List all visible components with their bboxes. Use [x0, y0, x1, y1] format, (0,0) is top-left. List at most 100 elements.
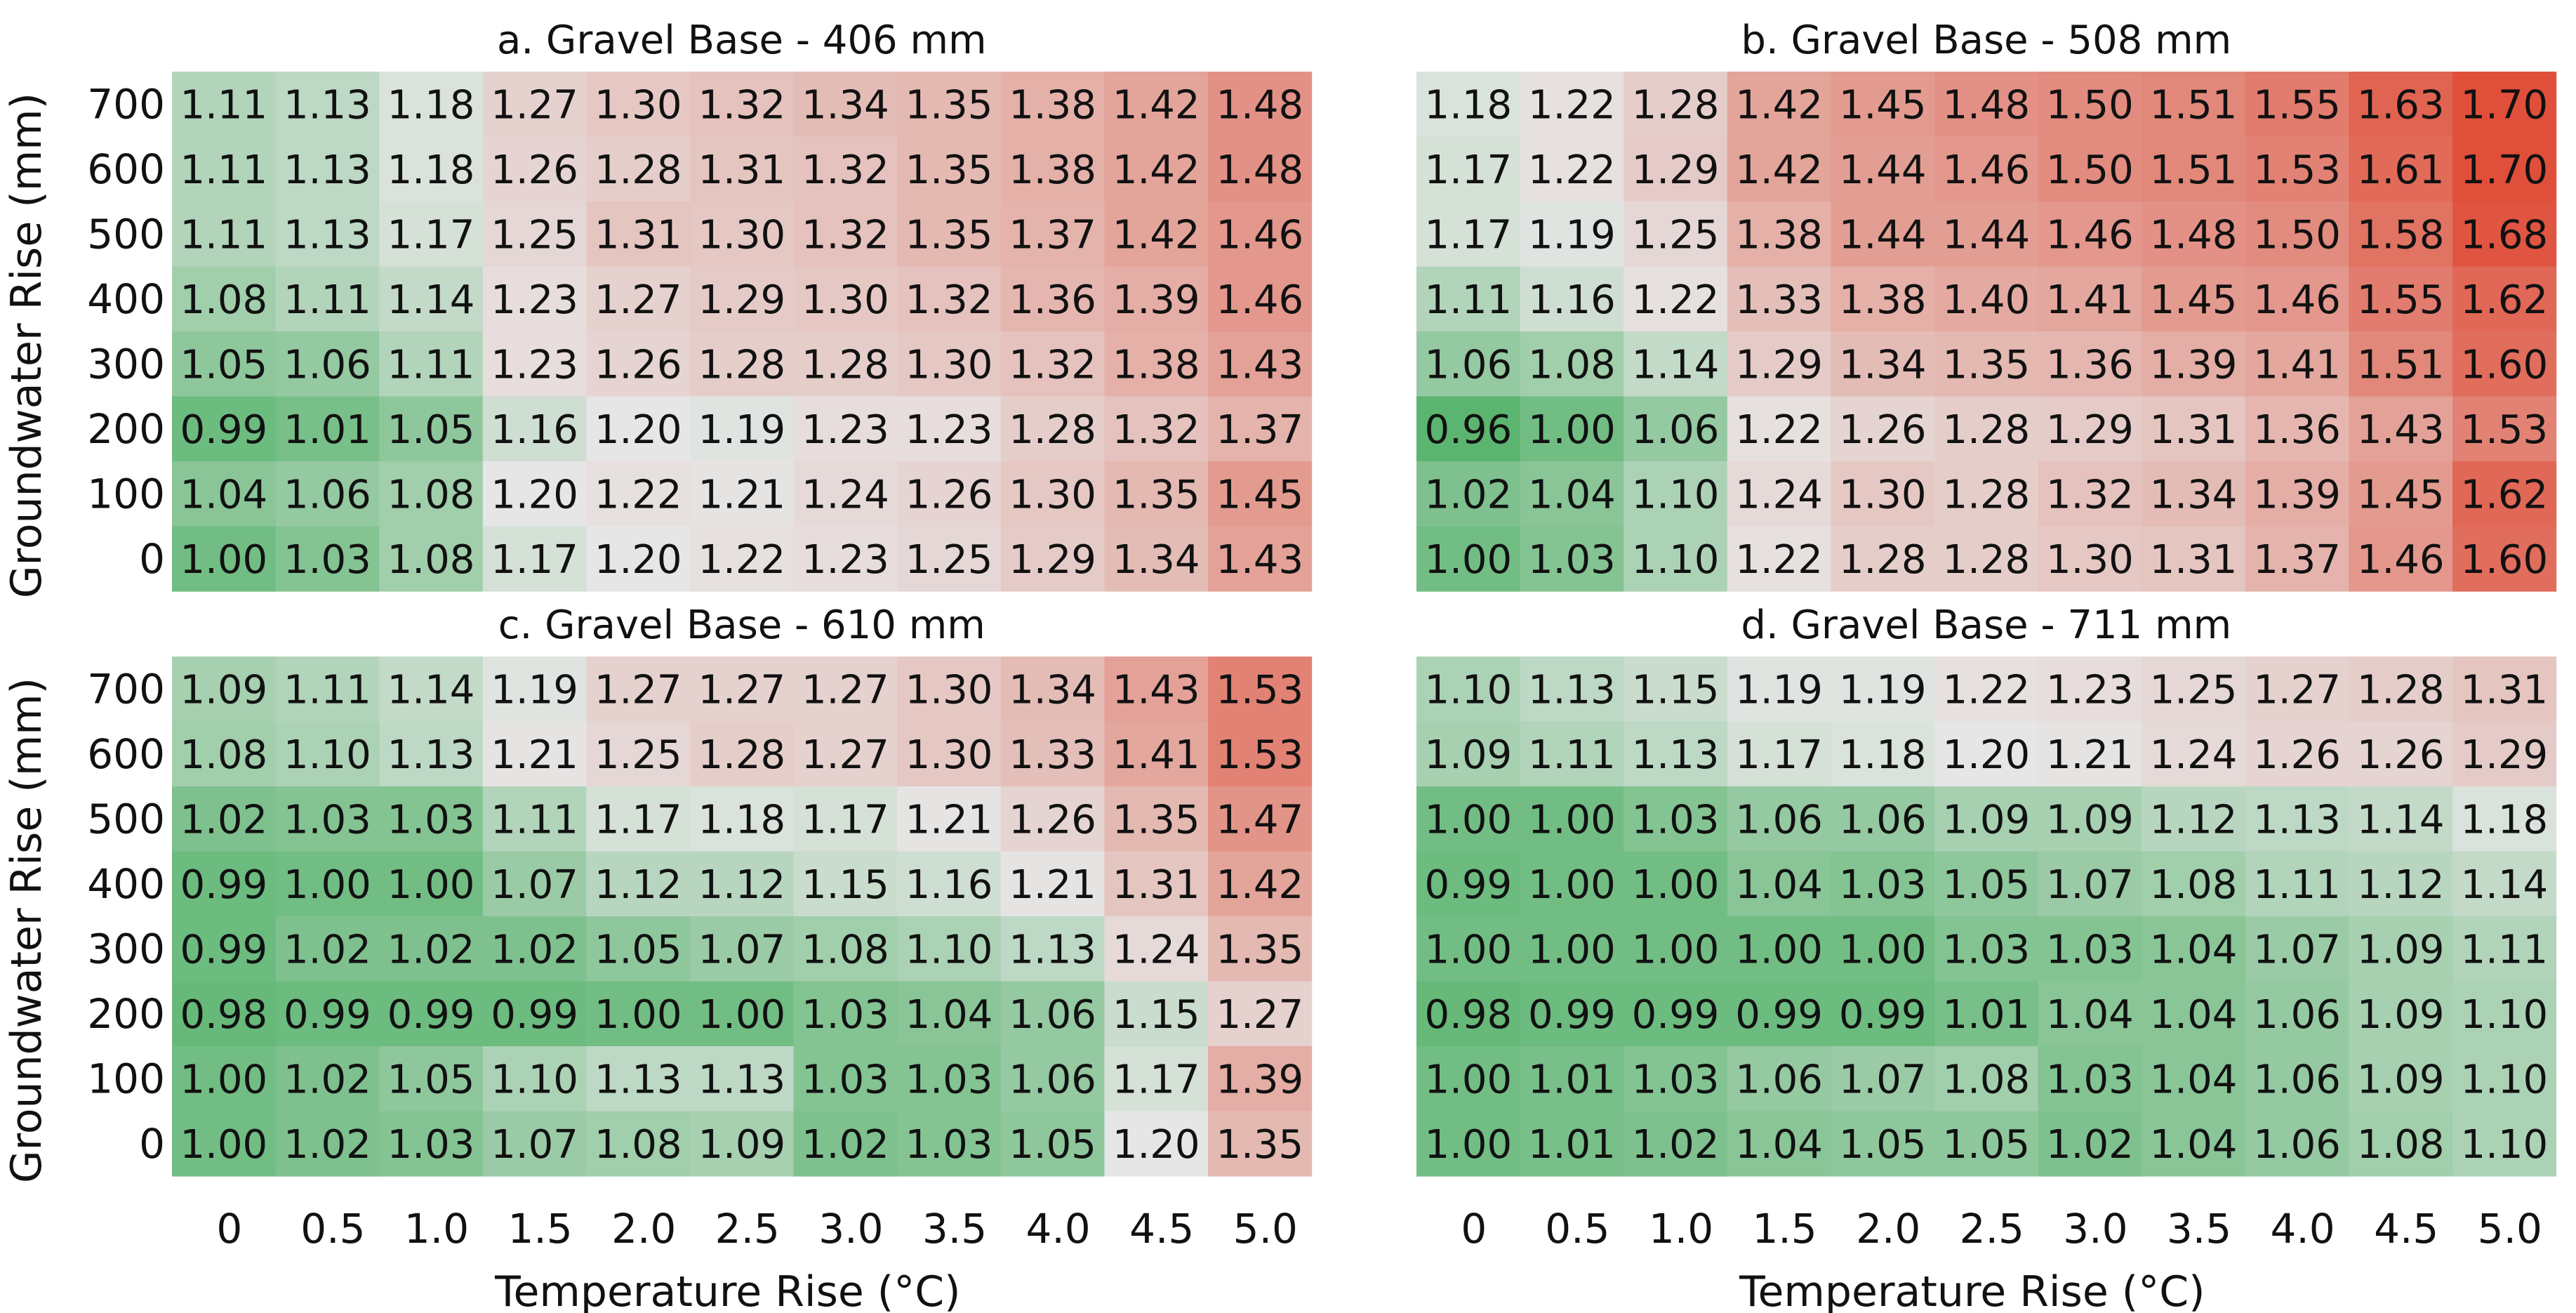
x-tick-label: 0 — [1461, 1205, 1487, 1253]
heatmap-cell — [586, 461, 691, 527]
heatmap-cell — [2245, 72, 2349, 138]
cell-value-label: 1.00 — [1735, 927, 1823, 972]
heatmap-cell — [1416, 331, 1521, 397]
heatmap-cell — [1000, 331, 1105, 397]
heatmap-cell — [1520, 396, 1624, 462]
heatmap-cell — [897, 526, 1002, 592]
cell-value-label: 1.06 — [2253, 1122, 2341, 1168]
cell-value-label: 1.55 — [2253, 82, 2341, 128]
heatmap-cell — [1104, 136, 1209, 202]
cell-value-label: 1.14 — [387, 667, 475, 713]
cell-value-label: 1.06 — [1839, 797, 1927, 843]
heatmap-cell — [1934, 461, 2039, 527]
cell-value-label: 1.29 — [2460, 732, 2548, 778]
x-tick-label: 1.0 — [1649, 1205, 1713, 1253]
heatmap-cell — [1624, 1046, 1728, 1112]
heatmap-cell — [2038, 461, 2142, 527]
cell-value-label: 1.39 — [1216, 1057, 1303, 1102]
cell-value-label: 1.30 — [905, 732, 993, 778]
heatmap-cell — [1727, 1111, 1831, 1177]
cell-value-label: 1.28 — [2357, 667, 2445, 713]
heatmap-cell — [1000, 786, 1105, 852]
cell-value-label: 1.08 — [2150, 862, 2238, 908]
heatmap-cell — [1624, 786, 1728, 852]
cell-value-label: 1.70 — [2460, 82, 2548, 128]
heatmap-cell — [1831, 1046, 1935, 1112]
cell-value-label: 1.26 — [1839, 407, 1927, 453]
heatmap-cell — [1727, 72, 1831, 138]
cell-value-label: 1.34 — [1839, 342, 1927, 388]
heatmap-cell — [2452, 266, 2557, 332]
heatmap-cell — [2349, 786, 2453, 852]
heatmap-cell — [379, 461, 484, 527]
cell-value-label: 1.04 — [905, 992, 993, 1038]
heatmap-cell — [1416, 526, 1521, 592]
cell-value-label: 1.02 — [284, 1057, 371, 1102]
heatmap-cell — [482, 526, 587, 592]
heatmap-cell — [2245, 396, 2349, 462]
cell-value-label: 1.45 — [2150, 277, 2238, 323]
cell-value-label: 1.31 — [2150, 537, 2238, 583]
heatmap-cell — [2452, 1111, 2557, 1177]
cell-value-label: 1.01 — [1942, 992, 2030, 1038]
x-tick-label: 5.0 — [1233, 1205, 1298, 1253]
heatmap-cell — [1520, 461, 1624, 527]
cell-value-label: 1.39 — [1113, 277, 1200, 323]
cell-value-label: 1.25 — [491, 212, 578, 258]
heatmap-cell — [1416, 1111, 1521, 1177]
heatmap-cell — [172, 136, 277, 202]
cell-value-label: 1.16 — [905, 862, 993, 908]
heatmap-cell — [2038, 1046, 2142, 1112]
heatmap-cell — [172, 786, 277, 852]
heatmap-cell — [2452, 981, 2557, 1047]
heatmap-cell — [482, 461, 587, 527]
heatmap-cell — [2452, 331, 2557, 397]
x-tick-label: 1.5 — [507, 1205, 572, 1253]
cell-value-label: 1.10 — [491, 1057, 578, 1102]
cell-value-label: 1.12 — [2150, 797, 2238, 843]
cell-value-label: 1.04 — [1735, 1122, 1823, 1168]
heatmap-cell — [690, 202, 795, 268]
x-tick-label: 2.0 — [611, 1205, 676, 1253]
heatmap-cell — [379, 526, 484, 592]
cell-value-label: 1.11 — [1528, 732, 1616, 778]
heatmap-cell — [275, 851, 380, 917]
cell-value-label: 1.25 — [595, 732, 682, 778]
cell-value-label: 1.08 — [180, 277, 267, 323]
heatmap-cell — [793, 916, 898, 982]
heatmap-cell — [1208, 786, 1313, 852]
cell-value-label: 1.03 — [387, 797, 475, 843]
heatmap-cell — [2349, 526, 2453, 592]
cell-value-label: 1.51 — [2150, 147, 2238, 193]
x-tick-label: 0.5 — [1545, 1205, 1609, 1253]
cell-value-label: 1.17 — [387, 212, 475, 258]
cell-value-label: 1.06 — [1424, 342, 1512, 388]
heatmap-cell — [172, 461, 277, 527]
heatmap-cell — [1208, 396, 1313, 462]
cell-value-label: 1.55 — [2357, 277, 2445, 323]
heatmap-cell — [275, 721, 380, 787]
heatmap-cell — [690, 981, 795, 1047]
heatmap-cell — [1727, 266, 1831, 332]
cell-value-label: 1.13 — [698, 1057, 785, 1102]
heatmap-cell — [482, 331, 587, 397]
heatmap-cell — [1104, 1111, 1209, 1177]
cell-value-label: 1.11 — [2253, 862, 2341, 908]
y-tick-label: 700 — [87, 665, 165, 713]
cell-value-label: 0.99 — [1528, 992, 1616, 1038]
cell-value-label: 1.42 — [1113, 212, 1200, 258]
heatmap-cell — [1208, 981, 1313, 1047]
heatmap-cell — [1831, 266, 1935, 332]
cell-value-label: 1.03 — [284, 537, 371, 583]
cell-value-label: 1.17 — [1424, 212, 1512, 258]
cell-value-label: 1.24 — [2150, 732, 2238, 778]
heatmap-cell — [1208, 721, 1313, 787]
heatmap-cell — [275, 72, 380, 138]
heatmap-cell — [2349, 1046, 2453, 1112]
cell-value-label: 1.21 — [1009, 862, 1096, 908]
y-tick-label: 100 — [87, 1055, 165, 1102]
cell-value-label: 1.32 — [802, 212, 889, 258]
cell-value-label: 1.38 — [1735, 212, 1823, 258]
cell-value-label: 1.17 — [1113, 1057, 1200, 1102]
heatmap-cell — [1104, 202, 1209, 268]
